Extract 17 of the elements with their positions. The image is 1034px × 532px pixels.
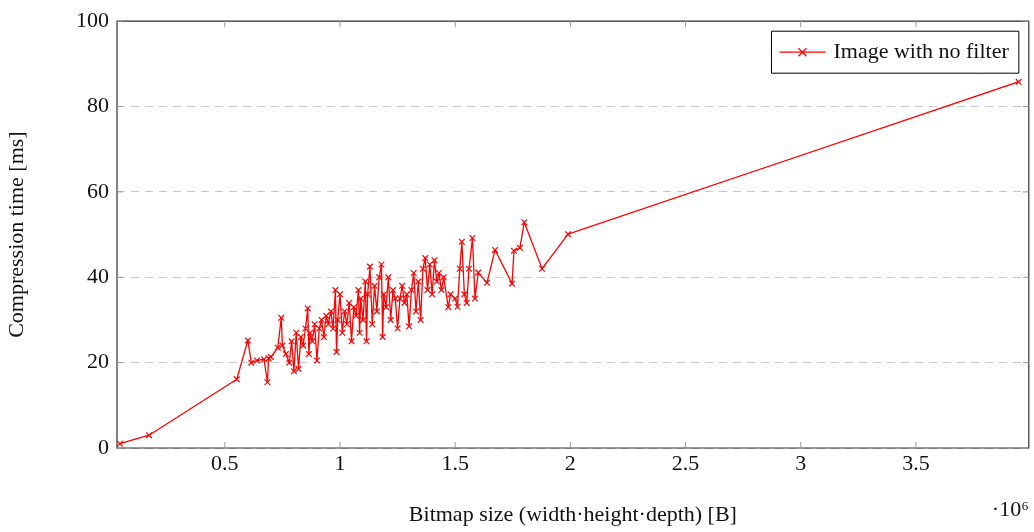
x-tick-label: 3 [795,449,807,475]
x-tick-label: 1.5 [441,449,469,475]
y-tick-label: 60 [87,177,109,203]
y-tick-label: 80 [87,92,109,118]
x-tick-label: 0.5 [211,449,239,475]
x-tick-label: 2 [564,449,576,475]
y-tick-label: 0 [98,433,109,459]
x-tick-label: 2.5 [671,449,700,475]
x-tick-label: 3.5 [902,449,930,475]
y-axis-title: Compression time [ms] [2,131,28,338]
y-tick-label: 20 [87,348,109,374]
y-tick-label: 40 [87,263,109,289]
y-tick-label: 100 [76,6,109,32]
legend-label: Image with no filter [833,37,1010,63]
x-tick-label: 1 [334,449,346,475]
x-axis-title: Bitmap size (width·height·depth) [B] [408,500,737,526]
text: ·10⁶ [991,495,1029,521]
